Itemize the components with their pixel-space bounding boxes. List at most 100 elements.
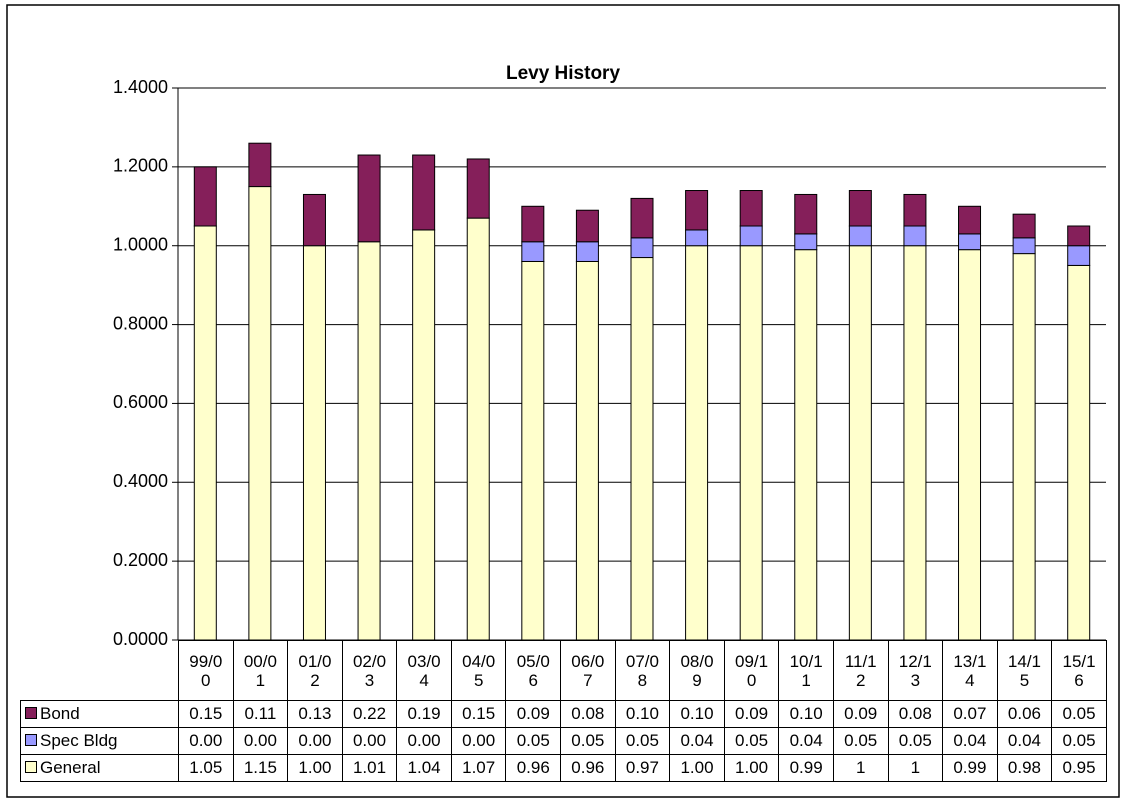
bar-segment — [794, 193, 818, 235]
bar-segment — [521, 260, 545, 641]
data-label: 0.10 — [614, 700, 671, 728]
legend-label: Spec Bldg — [40, 731, 118, 750]
x-tick-label: 09/10 — [723, 640, 780, 701]
data-label: 0.99 — [942, 754, 998, 782]
bar-segment — [575, 241, 599, 262]
table-row: Bond 0.15 0.11 0.13 0.22 0.19 0.15 0.09 0.08 0.10… — [20, 700, 1107, 728]
data-label: 0.10 — [778, 700, 834, 728]
data-label: 0.19 — [396, 700, 452, 728]
data-label: 0.05 — [887, 727, 944, 755]
bar-segment — [1012, 237, 1036, 255]
y-tick-label: 0.0000 — [113, 629, 168, 649]
bar-segment — [630, 237, 654, 259]
data-label: 0.00 — [396, 727, 452, 755]
bar-segment — [630, 197, 654, 239]
y-tick-label: 0.8000 — [113, 313, 168, 333]
x-tick-label: 10/11 — [778, 640, 834, 701]
bar-segment — [1012, 253, 1036, 641]
table-row: 99/00 00/01 01/02 02/03 03/04 04/05 05/06 06/07… — [21, 640, 1107, 701]
bar-segment — [466, 158, 490, 219]
x-tick-label: 11/12 — [832, 640, 889, 701]
bar-segment — [412, 229, 436, 641]
bar-segment — [739, 225, 763, 247]
data-label: 1 — [832, 754, 889, 782]
y-tick-label: 0.2000 — [113, 550, 168, 570]
data-label: 0.00 — [232, 727, 289, 755]
data-table: 99/00 00/01 01/02 02/03 03/04 04/05 05/06 06/07… — [20, 640, 1107, 782]
data-label: 0.00 — [178, 727, 234, 755]
table-row: General 1.05 1.15 1.00 1.01 1.04 1.07 0.96 0.96 0… — [20, 754, 1107, 782]
x-tick-label: 06/07 — [560, 640, 616, 701]
legend-entry: Spec Bldg — [20, 727, 179, 755]
bar-segment — [958, 233, 982, 251]
data-label: 1 — [887, 754, 944, 782]
data-label: 0.05 — [614, 727, 671, 755]
legend-key — [25, 707, 37, 719]
bar-segment — [1067, 264, 1091, 641]
bar-segment — [958, 249, 982, 641]
x-tick-label: 03/04 — [396, 640, 452, 701]
data-label: 0.09 — [723, 700, 780, 728]
x-tick-label: 00/01 — [232, 640, 289, 701]
bar-segment — [412, 154, 436, 231]
data-label: 0.95 — [1051, 754, 1107, 782]
data-label: 0.09 — [832, 700, 889, 728]
bar-segment — [193, 166, 217, 227]
bar-segment — [794, 233, 818, 251]
data-label: 0.04 — [669, 727, 725, 755]
data-label: 0.05 — [1051, 700, 1107, 728]
bar-segment — [193, 225, 217, 641]
data-label: 0.10 — [669, 700, 725, 728]
data-label: 0.97 — [614, 754, 671, 782]
x-tick-label: 13/14 — [942, 640, 998, 701]
data-label: 0.04 — [778, 727, 834, 755]
data-label: 0.98 — [996, 754, 1053, 782]
y-tick-label: 1.0000 — [113, 234, 168, 254]
data-label: 0.07 — [942, 700, 998, 728]
data-label: 0.15 — [450, 700, 507, 728]
legend-entry: General — [20, 754, 179, 782]
bar-segment — [848, 245, 872, 641]
bar-segment — [302, 193, 326, 247]
bar-segment — [848, 190, 872, 227]
bar-segment — [685, 245, 709, 641]
data-label: 1.01 — [341, 754, 398, 782]
table-row: Spec Bldg 0.00 0.00 0.00 0.00 0.00 0.00 0.05 0.0… — [20, 727, 1107, 755]
legend-entry: Bond — [20, 700, 179, 728]
x-tick-label: 05/06 — [505, 640, 562, 701]
bar-segment — [630, 257, 654, 641]
x-tick-label: 14/15 — [996, 640, 1053, 701]
bar-segment — [685, 229, 709, 247]
data-label: 0.99 — [778, 754, 834, 782]
bar-segment — [739, 190, 763, 227]
bar-segment — [685, 190, 709, 231]
data-label: 1.00 — [723, 754, 780, 782]
x-tick-label: 08/09 — [669, 640, 725, 701]
bar-segment — [739, 245, 763, 641]
data-label: 1.04 — [396, 754, 452, 782]
bar-segment — [302, 245, 326, 641]
data-label: 0.06 — [996, 700, 1053, 728]
legend-key — [25, 734, 37, 746]
bar-segment — [248, 186, 272, 641]
data-label: 0.96 — [560, 754, 616, 782]
x-tick-label: 01/02 — [287, 640, 343, 701]
y-tick-label: 1.4000 — [113, 77, 168, 97]
data-label: 0.96 — [505, 754, 562, 782]
data-label: 0.05 — [723, 727, 780, 755]
chart-title: Levy History — [506, 63, 620, 84]
x-tick-label: 02/03 — [341, 640, 398, 701]
bar-segment — [1067, 245, 1091, 266]
bar-segment — [1067, 225, 1091, 247]
bar-segment — [357, 154, 381, 243]
y-tick-label: 0.6000 — [113, 392, 168, 412]
bar-segment — [575, 260, 599, 641]
bar-segment — [521, 205, 545, 243]
data-label: 0.22 — [341, 700, 398, 728]
data-label: 0.08 — [560, 700, 616, 728]
x-tick-label: 12/13 — [887, 640, 944, 701]
data-label: 0.13 — [287, 700, 343, 728]
corner — [21, 641, 179, 701]
data-label: 0.05 — [1051, 727, 1107, 755]
